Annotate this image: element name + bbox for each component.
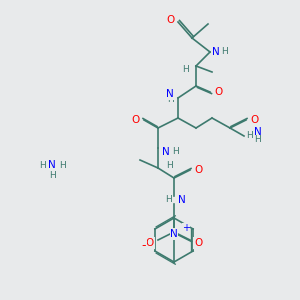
Text: H: H xyxy=(58,160,65,169)
Text: N: N xyxy=(178,195,186,205)
Text: +: + xyxy=(182,223,190,233)
Text: O: O xyxy=(214,87,222,97)
Text: H: H xyxy=(165,196,172,205)
Text: H: H xyxy=(167,95,174,104)
Text: H: H xyxy=(39,160,45,169)
Text: H: H xyxy=(49,170,56,179)
Text: H: H xyxy=(182,65,189,74)
Text: N: N xyxy=(212,47,220,57)
Text: N: N xyxy=(166,89,174,99)
Text: H: H xyxy=(166,161,173,170)
Text: N: N xyxy=(170,229,178,239)
Text: N: N xyxy=(48,160,56,170)
Text: O: O xyxy=(146,238,154,248)
Text: O: O xyxy=(132,115,140,125)
Text: H: H xyxy=(246,131,253,140)
Text: O: O xyxy=(250,115,258,125)
Text: -: - xyxy=(142,239,146,253)
Text: H: H xyxy=(254,136,261,145)
Text: O: O xyxy=(194,238,202,248)
Text: H: H xyxy=(172,148,179,157)
Text: N: N xyxy=(162,147,170,157)
Text: O: O xyxy=(194,165,202,175)
Text: H: H xyxy=(221,46,228,56)
Text: N: N xyxy=(254,127,262,137)
Text: O: O xyxy=(167,15,175,25)
